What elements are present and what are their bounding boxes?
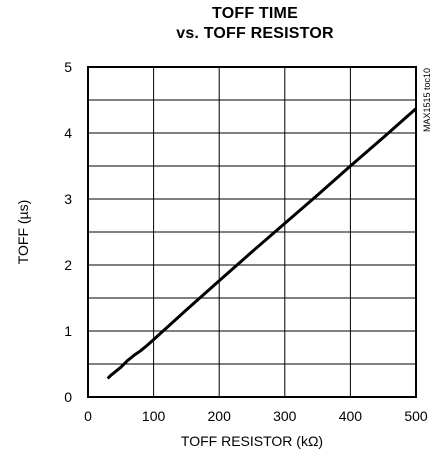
y-axis-label: TOFF (µs) (15, 200, 31, 265)
x-tick-label-4: 400 (339, 408, 363, 424)
x-tick-label-2: 200 (208, 408, 232, 424)
y-tick-labels: 0 1 2 3 4 5 (64, 59, 72, 405)
y-tick-label-5: 5 (64, 59, 72, 75)
series-line-0 (106, 107, 417, 380)
plot-frame (87, 66, 417, 398)
x-tick-labels: 0 100 200 300 400 500 (84, 408, 428, 424)
x-axis-label: TOFF RESISTOR (kΩ) (181, 433, 323, 449)
y-tick-label-3: 3 (64, 191, 72, 207)
x-tick-label-3: 300 (273, 408, 297, 424)
x-tick-label-1: 100 (142, 408, 166, 424)
x-tick-label-5: 500 (404, 408, 428, 424)
y-tick-label-1: 1 (64, 323, 72, 339)
y-tick-label-2: 2 (64, 257, 72, 273)
series-group (106, 107, 417, 380)
chart-title-line-2: vs. TOFF RESISTOR (176, 25, 334, 42)
figure-code: MAX1515 toc10 (422, 68, 432, 132)
chart-title-line-1: TOFF TIME (212, 5, 298, 22)
y-tick-label-4: 4 (64, 125, 72, 141)
x-tick-label-0: 0 (84, 408, 92, 424)
y-tick-label-0: 0 (64, 389, 72, 405)
grid (87, 66, 417, 398)
